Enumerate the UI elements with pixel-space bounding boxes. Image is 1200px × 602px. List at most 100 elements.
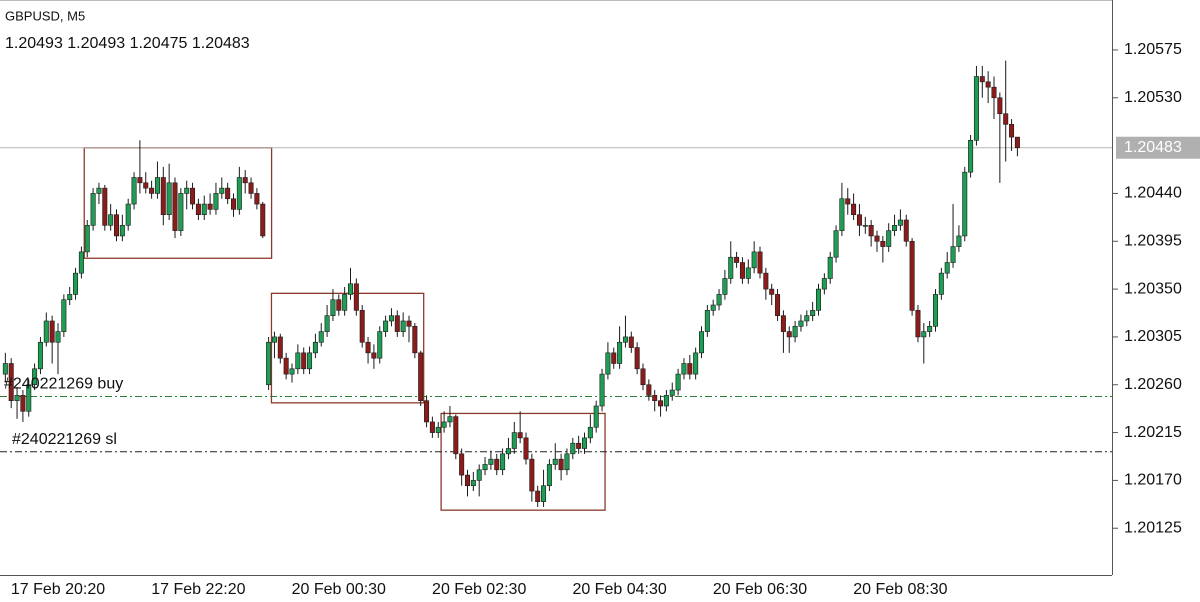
candle-body: [710, 304, 716, 311]
candle-body: [178, 193, 184, 231]
x-tick-label: 20 Feb 08:30: [853, 581, 947, 598]
candle-body: [523, 437, 529, 460]
candle-body: [956, 235, 962, 247]
candle-body: [459, 453, 465, 476]
candle-body: [137, 177, 143, 184]
candle-body: [96, 187, 102, 194]
candle-body: [330, 299, 336, 316]
candle-body: [751, 251, 757, 269]
candle-body: [845, 198, 851, 205]
candle-body: [43, 320, 49, 343]
candle-body: [868, 225, 874, 237]
candle-body: [2, 363, 8, 375]
candle-body: [757, 251, 763, 274]
candle-body: [494, 458, 500, 471]
candle-body: [634, 347, 640, 370]
candle-body: [32, 368, 38, 386]
candle-body: [821, 278, 827, 290]
candle-body: [254, 193, 260, 205]
plot-area: [0, 60, 1112, 511]
candle-body: [827, 256, 833, 279]
candle-body: [769, 288, 775, 295]
candle-body: [353, 283, 359, 311]
x-tick-label: 20 Feb 06:30: [713, 581, 807, 598]
candle-body: [728, 256, 734, 279]
candle-body: [207, 203, 213, 210]
candle-body: [593, 405, 599, 428]
candle-body: [880, 240, 886, 247]
candle-body: [962, 171, 968, 237]
candle-body: [125, 203, 131, 226]
candle-body: [476, 469, 482, 481]
candle-body: [154, 177, 160, 194]
candle-body: [26, 384, 32, 412]
candle-body: [377, 331, 383, 359]
candle-body: [108, 214, 114, 226]
candle-body: [786, 331, 792, 338]
candle-body: [552, 458, 558, 465]
candle-body: [266, 341, 272, 386]
x-tick-label: 17 Feb 20:20: [11, 581, 105, 598]
candle-body: [301, 352, 307, 370]
candle-body: [160, 177, 166, 215]
candle-body: [213, 193, 219, 210]
candle-body: [856, 214, 862, 226]
candle-body: [342, 294, 348, 311]
candle-body: [78, 251, 84, 274]
drawn-rectangle: [270, 292, 425, 404]
candle-body: [511, 432, 517, 449]
candle-body: [412, 325, 418, 354]
candle-body: [365, 341, 371, 354]
candle-body: [400, 320, 406, 332]
candle-body: [295, 352, 301, 370]
candle-body: [804, 315, 810, 322]
candle-body: [599, 373, 605, 407]
candle-body: [944, 262, 950, 274]
candle-body: [488, 458, 494, 465]
candle-body: [932, 294, 938, 327]
y-tick-label: 1.20575: [1124, 41, 1182, 58]
candle-body: [114, 214, 120, 237]
y-tick-label: 1.20395: [1124, 232, 1182, 249]
candle-body: [482, 464, 488, 471]
candle-body: [190, 187, 196, 205]
candle-body: [14, 395, 20, 401]
candle-body: [587, 426, 593, 439]
candle-body: [968, 139, 974, 173]
candle-body: [383, 320, 389, 332]
candle-body: [652, 395, 658, 401]
candle-body: [739, 262, 745, 279]
candle-body: [745, 267, 751, 279]
candle-body: [435, 426, 441, 433]
candle-body: [429, 421, 435, 433]
candle-body: [517, 432, 523, 439]
y-tick-label: 1.20170: [1124, 472, 1182, 489]
candle-body: [219, 187, 225, 194]
candle-body: [119, 225, 125, 237]
candle-body: [973, 76, 979, 141]
candle-body: [453, 416, 459, 455]
current-price-label: 1.20483: [1124, 139, 1182, 156]
candle-body: [324, 315, 330, 332]
candle-body: [359, 310, 365, 343]
candle-body: [997, 97, 1003, 115]
candle-body: [628, 336, 634, 348]
y-tick-label: 1.20125: [1124, 519, 1182, 536]
candle-body: [225, 187, 231, 200]
candle-body: [201, 203, 207, 215]
candle-body: [564, 453, 570, 471]
candle-body: [149, 187, 155, 194]
candle-body: [658, 400, 664, 407]
candle-body: [84, 225, 90, 253]
candle-body: [242, 177, 248, 184]
candle-body: [950, 246, 956, 263]
candle-body: [283, 357, 289, 375]
order-level-label: #240221269 sl: [12, 431, 117, 448]
candle-body: [903, 219, 909, 242]
candle-body: [576, 442, 582, 449]
y-tick-label: 1.20260: [1124, 376, 1182, 393]
candle-body: [166, 182, 172, 215]
candle-body: [55, 331, 61, 343]
candle-body: [886, 230, 892, 247]
